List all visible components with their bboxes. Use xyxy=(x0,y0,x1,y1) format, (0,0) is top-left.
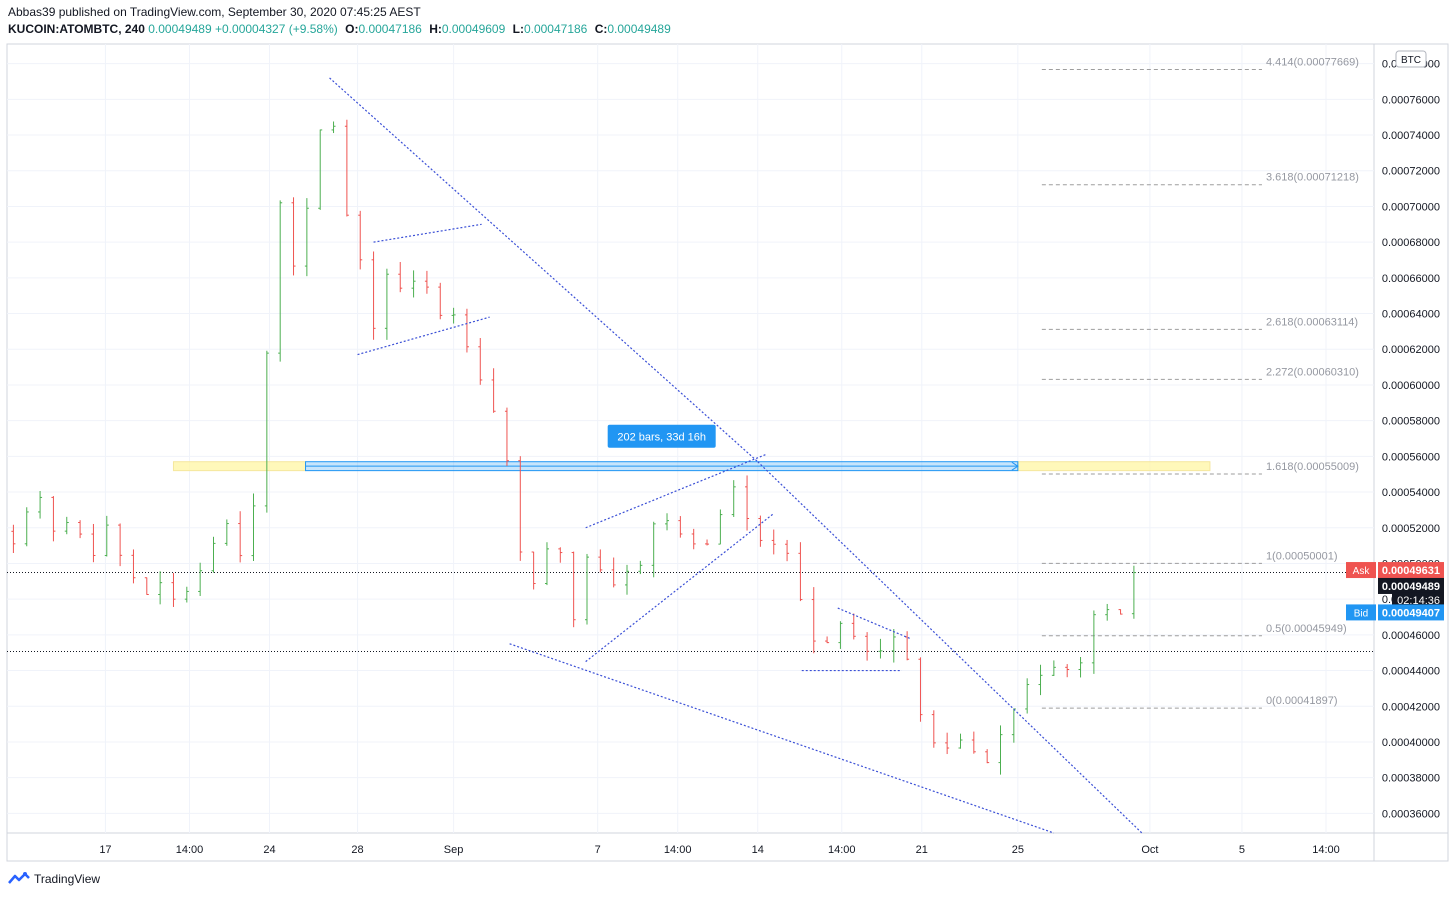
fib-level-label: 4.414(0.00077669) xyxy=(1266,57,1359,69)
bid-price: 0.00049407 Bid xyxy=(1346,604,1444,621)
close-value: 0.00049489 xyxy=(607,22,671,36)
trendline xyxy=(509,643,1055,834)
trendline xyxy=(585,513,775,663)
tradingview-logo-icon xyxy=(8,872,30,884)
close-label: C: xyxy=(594,22,608,36)
bars-range-arrow-head xyxy=(1011,461,1019,471)
chart-frame xyxy=(6,43,1449,862)
fib-level-label: 3.618(0.00071218) xyxy=(1266,172,1359,184)
trendline xyxy=(357,316,490,356)
symbol-label: KUCOIN:ATOMBTC, 240 xyxy=(8,22,145,36)
ask-price-value: 0.00049631 xyxy=(1382,565,1440,577)
trendline xyxy=(373,223,482,243)
bid-price-value: 0.00049407 xyxy=(1382,607,1440,619)
y-tick-label: 0.00036000 xyxy=(1382,808,1440,820)
footer-brand[interactable]: TradingView xyxy=(8,871,100,887)
x-tick-label: 25 xyxy=(1012,844,1024,856)
currency-badge: BTC xyxy=(1395,50,1427,68)
x-tick-label: 14 xyxy=(752,844,764,856)
trendlines xyxy=(329,77,1143,834)
x-tick-label: 7 xyxy=(595,844,601,856)
fib-extension: 4.414(0.00077669) 3.618(0.00071218) 2.618(… xyxy=(1041,57,1359,709)
y-tick-label: 0.00044000 xyxy=(1382,666,1440,678)
bars-range-badge xyxy=(607,424,716,448)
trendline xyxy=(837,607,911,639)
ask-price-tag-box xyxy=(1346,562,1376,579)
countdown-value: 02:14:36 xyxy=(1397,595,1440,607)
trendline xyxy=(757,461,1143,834)
fib-level-label: 0.5(0.00045949) xyxy=(1266,623,1347,635)
change-value: +0.00004327 (+9.58%) xyxy=(215,22,338,36)
bid-price-box xyxy=(1378,604,1444,621)
trendline xyxy=(585,454,766,529)
y-tick-label: 0.00038000 xyxy=(1382,773,1440,785)
y-tick-label: 0.00066000 xyxy=(1382,273,1440,285)
x-tick-label: Oct xyxy=(1141,844,1158,856)
high-label: H: xyxy=(429,22,442,36)
x-tick-label: 14:00 xyxy=(176,844,204,856)
fib-level-label: 2.618(0.00063114) xyxy=(1266,316,1358,328)
candles xyxy=(11,119,1136,775)
bid-price-tag-box xyxy=(1346,604,1376,621)
y-tick-label: 0.00060000 xyxy=(1382,380,1440,392)
fib-level-label: 1.618(0.00055009) xyxy=(1266,461,1359,473)
fib-level-label: 1(0.00050001) xyxy=(1266,550,1338,562)
currency-badge-box xyxy=(1395,50,1427,68)
symbol-legend[interactable]: KUCOIN:ATOMBTC, 240 0.00049489 +0.000043… xyxy=(8,22,671,36)
countdown: 02:14:36 xyxy=(1392,592,1444,609)
fib-level-label: 2.272(0.00060310) xyxy=(1266,366,1359,378)
y-tick-label: 0.00054000 xyxy=(1382,487,1440,499)
currency-badge-label: BTC xyxy=(1401,55,1421,66)
x-axis: 17 14:00 24 28 Sep 7 14:00 14 14:00 21 25 Oct 5 14:00 xyxy=(99,44,1340,856)
y-tick-label: 0.00058000 xyxy=(1382,416,1440,428)
y-tick-label: 0.00076000 xyxy=(1382,94,1440,106)
highlight-band xyxy=(172,461,307,472)
y-axis: 0.00036000 0.00038000 0.00040000 0.00042000… xyxy=(7,59,1440,820)
last-price-value: 0.00049489 xyxy=(148,22,212,36)
y-tick-label: 0.00042000 xyxy=(1382,701,1440,713)
ask-price: 0.00049631 Ask xyxy=(1346,562,1444,579)
publish-line: Abbas39 published on TradingView.com, Se… xyxy=(8,5,421,19)
low-value: 0.00047186 xyxy=(523,22,588,36)
x-tick-label: 14:00 xyxy=(664,844,692,856)
y-tick-label: 0.00074000 xyxy=(1382,130,1440,142)
fib-level-label: 0(0.00041897) xyxy=(1266,695,1338,707)
y-tick-label: 0.00056000 xyxy=(1382,451,1440,463)
highlight-band xyxy=(1017,461,1211,472)
x-tick-label: Sep xyxy=(444,844,464,856)
y-tick-label: 0.00062000 xyxy=(1382,344,1440,356)
bars-range-label: 202 bars, 33d 16h xyxy=(617,432,706,444)
low-label: L: xyxy=(512,22,524,36)
y-tick-label: 0.00052000 xyxy=(1382,523,1440,535)
y-tick-label: 0.00070000 xyxy=(1382,201,1440,213)
ask-price-box xyxy=(1378,562,1444,579)
x-tick-label: 24 xyxy=(263,844,275,856)
brand-label: TradingView xyxy=(34,872,101,886)
y-tick-label: 0.00064000 xyxy=(1382,309,1440,321)
open-label: O: xyxy=(345,22,359,36)
high-value: 0.00049609 xyxy=(441,22,506,36)
y-tick-label: 0.00068000 xyxy=(1382,237,1440,249)
x-tick-label: 5 xyxy=(1239,844,1245,856)
y-tick-label: 0.00040000 xyxy=(1382,737,1440,749)
x-tick-label: 17 xyxy=(99,844,111,856)
bid-price-tag: Bid xyxy=(1354,608,1368,619)
last-price-value: 0.00049489 xyxy=(1382,581,1440,593)
y-tick-label: 0.00046000 xyxy=(1382,630,1440,642)
x-tick-label: 14:00 xyxy=(1312,844,1340,856)
last-price-box xyxy=(1378,577,1444,594)
last-price: 0.00049489 xyxy=(1378,577,1444,594)
x-tick-label: 28 xyxy=(351,844,363,856)
open-value: 0.00047186 xyxy=(358,22,422,36)
countdown-box xyxy=(1392,592,1444,609)
ask-price-tag: Ask xyxy=(1353,566,1371,577)
x-tick-label: 14:00 xyxy=(828,844,856,856)
y-tick-label: 0.00072000 xyxy=(1382,166,1440,178)
x-tick-label: 21 xyxy=(916,844,928,856)
